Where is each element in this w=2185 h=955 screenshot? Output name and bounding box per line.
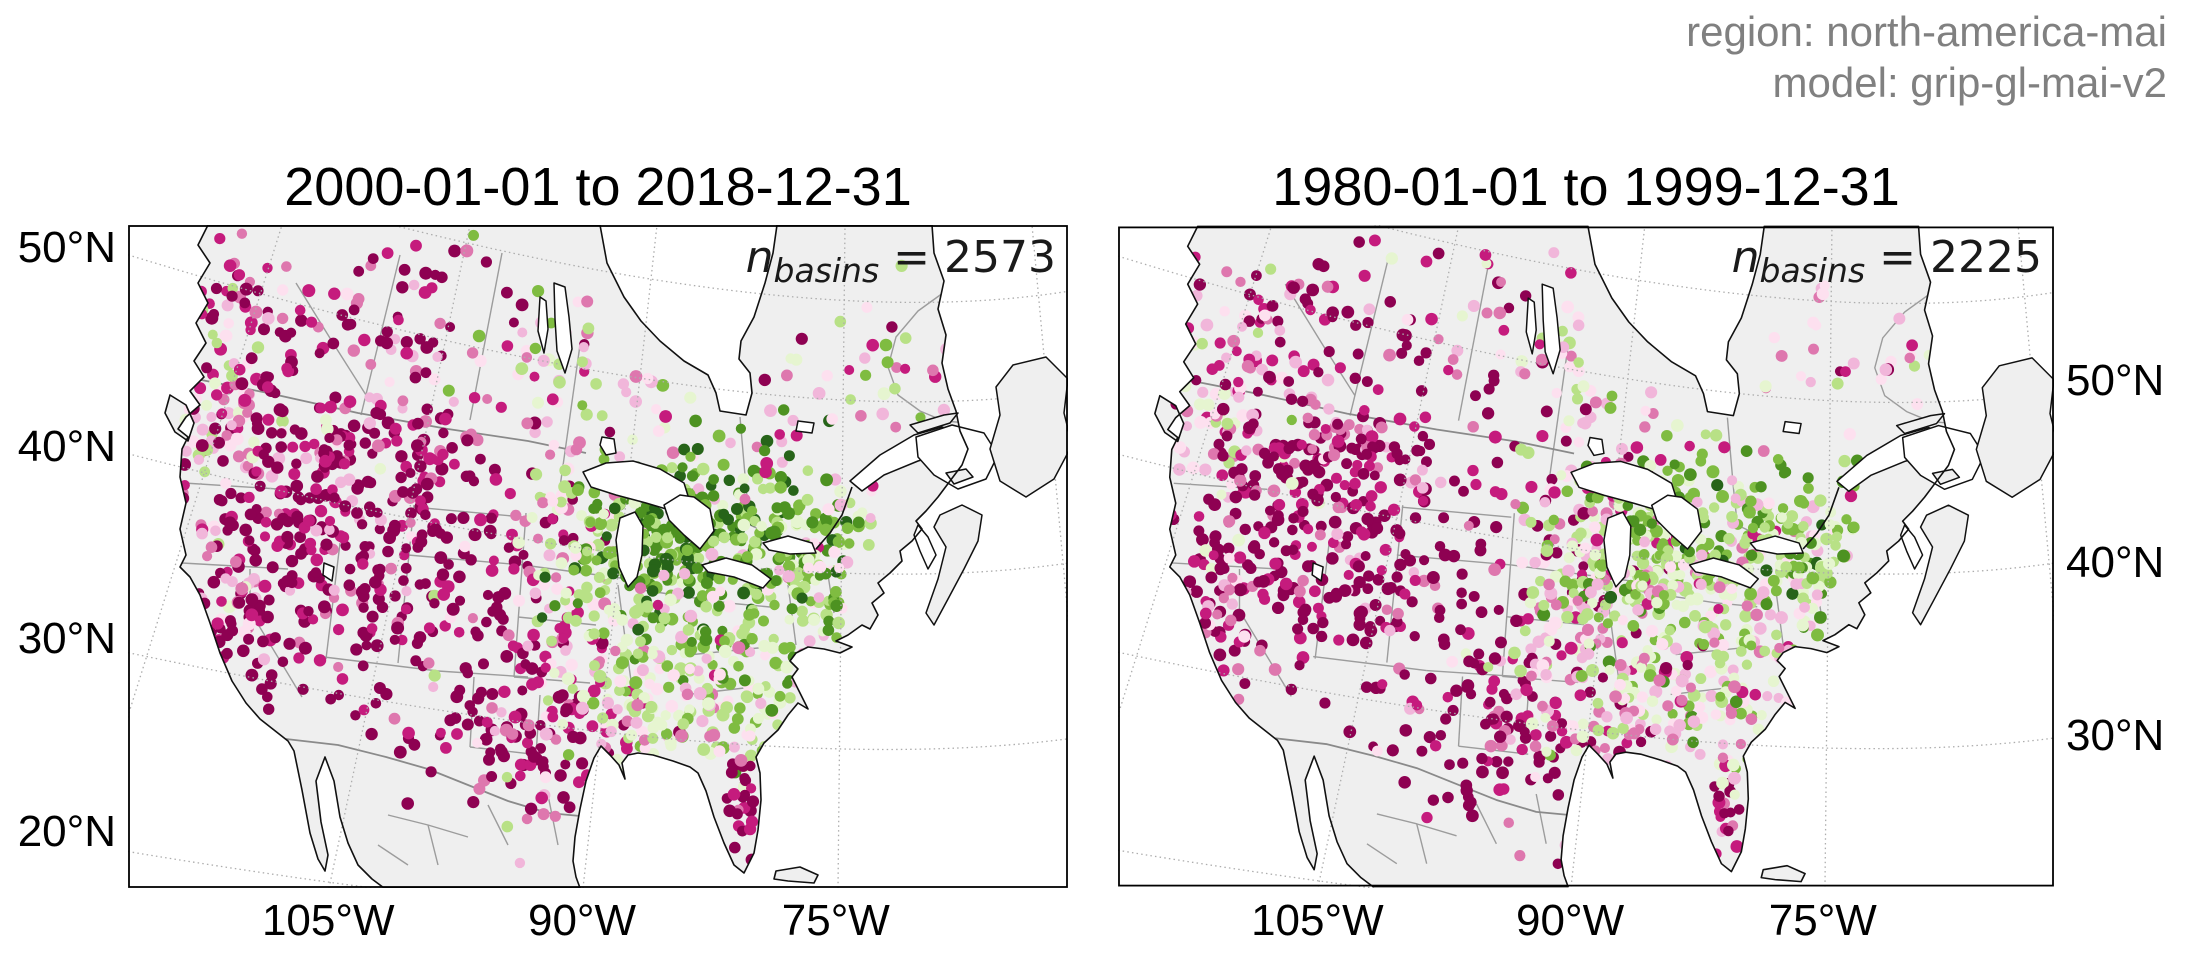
bottom-axis-tick-p1-105°W: 105°W [1251,896,1384,945]
annotation-nbasins-right: nbasins = 2225 [1731,232,2042,287]
bottom-axis-tick-p0-105°W: 105°W [261,896,395,945]
annotation-n-symbol: n [745,232,774,283]
annotation-sub: basins [1759,250,1866,290]
bottom-axis-tick-p1-90°W: 90°W [1516,896,1625,945]
map-canvas-right [1118,225,2054,888]
left-axis-tick-40°N: 40°N [17,422,116,472]
map-canvas-left [128,225,1068,888]
panel-title-left: 2000-01-01 to 2018-12-31 [284,157,912,217]
annotation-n-symbol: n [1731,232,1760,283]
right-axis-tick-30°N: 30°N [2066,710,2165,760]
bottom-axis-tick-p1-75°W: 75°W [1768,896,1877,945]
bottom-axis-tick-p0-75°W: 75°W [781,896,890,945]
bottom-axis-tick-p0-90°W: 90°W [527,896,637,945]
annotation-sub: basins [773,250,880,290]
figure-header: region: north-america-mai model: grip-gl… [1686,6,2167,108]
annotation-value: = 2225 [1879,232,2042,283]
header-model-line: model: grip-gl-mai-v2 [1772,59,2167,107]
annotation-value: = 2573 [893,232,1056,283]
left-axis-tick-30°N: 30°N [17,614,116,664]
panel-title-right: 1980-01-01 to 1999-12-31 [1272,157,1900,217]
header-region-line: region: north-america-mai [1686,8,2167,55]
right-axis-tick-50°N: 50°N [2066,355,2165,405]
right-axis-tick-40°N: 40°N [2066,538,2165,588]
basin-dots [1164,234,1934,870]
left-axis-tick-50°N: 50°N [17,223,116,273]
left-axis-tick-20°N: 20°N [17,806,116,856]
annotation-nbasins-left: nbasins = 2573 [745,232,1056,287]
